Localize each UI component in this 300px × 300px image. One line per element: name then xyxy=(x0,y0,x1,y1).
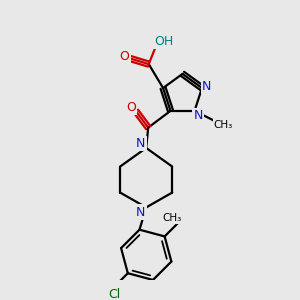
Text: N: N xyxy=(136,137,145,150)
Text: N: N xyxy=(136,206,145,219)
Text: CH₃: CH₃ xyxy=(162,213,181,223)
Text: O: O xyxy=(126,101,136,114)
Text: Cl: Cl xyxy=(108,288,120,300)
Text: N: N xyxy=(194,109,203,122)
Text: CH₃: CH₃ xyxy=(214,120,233,130)
Text: O: O xyxy=(120,50,129,63)
Text: N: N xyxy=(202,80,211,93)
Text: OH: OH xyxy=(154,35,173,48)
